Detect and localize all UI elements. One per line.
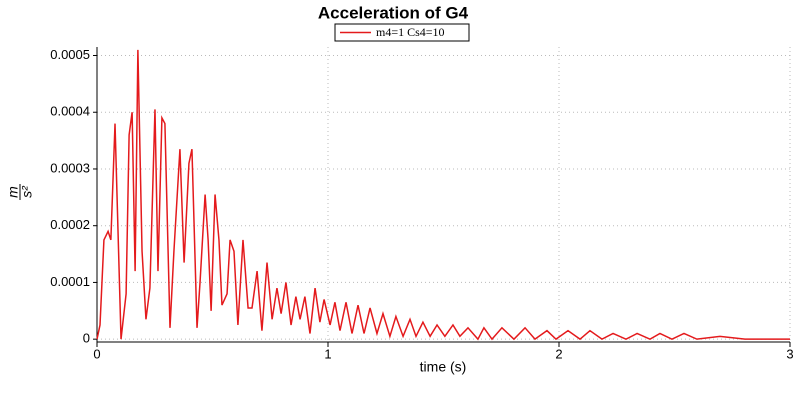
- x-tick-label: 0: [93, 346, 100, 361]
- data-line: [96, 49, 790, 341]
- y-tick-label: 0: [83, 331, 90, 346]
- y-tick-label: 0.0003: [50, 160, 90, 175]
- y-tick-label: 0.0001: [50, 274, 90, 289]
- y-axis-label: m s²: [5, 184, 35, 200]
- y-tick-label: 0.0004: [50, 104, 90, 119]
- y-label-denominator: s²: [19, 185, 35, 198]
- x-tick-label: 2: [555, 346, 562, 361]
- legend-box: [334, 23, 470, 42]
- legend-label: m4=1 Cs4=10: [376, 25, 445, 39]
- x-axis-label: time (s): [420, 359, 467, 375]
- y-tick-label: 0.0002: [50, 217, 90, 232]
- y-label-numerator: m: [5, 186, 21, 198]
- legend: m4=1 Cs4=10: [334, 23, 470, 42]
- x-tick-label: 1: [324, 346, 331, 361]
- y-tick-label: 0.0005: [50, 47, 90, 62]
- chart-title: Acceleration of G4: [318, 3, 469, 22]
- x-tick-label: 3: [786, 346, 793, 361]
